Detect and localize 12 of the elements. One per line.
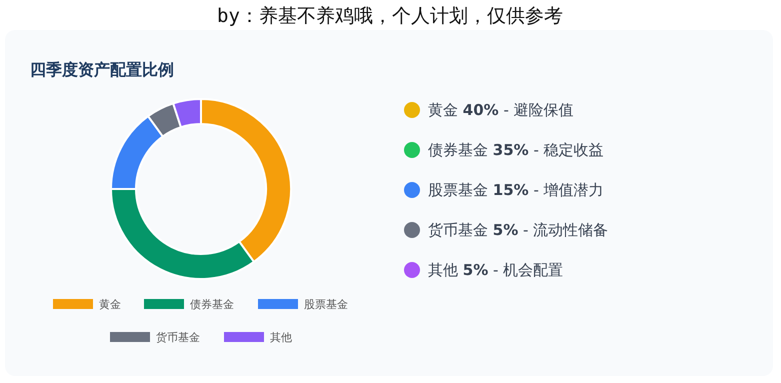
- text: 股票基金 15% - 增值潜力: [428, 181, 604, 199]
- legend-label: 货币基金: [156, 331, 200, 344]
- legend-label: 黄金: [99, 298, 121, 311]
- text: 其他 5% - 机会配置: [428, 261, 564, 279]
- text: 债券基金 35% - 稳定收益: [428, 141, 604, 159]
- text: 货币基金 5% - 流动性储备: [428, 221, 608, 239]
- legend-label: 其他: [270, 331, 292, 344]
- text: 黄金 40% - 避险保值: [428, 101, 574, 119]
- chart-title: 四季度资产配置比例: [30, 60, 174, 79]
- text: by：养基不养鸡哦，个人计划，仅供参考: [217, 5, 563, 27]
- legend-label: 股票基金: [304, 298, 348, 311]
- legend-label: 债券基金: [190, 298, 234, 311]
